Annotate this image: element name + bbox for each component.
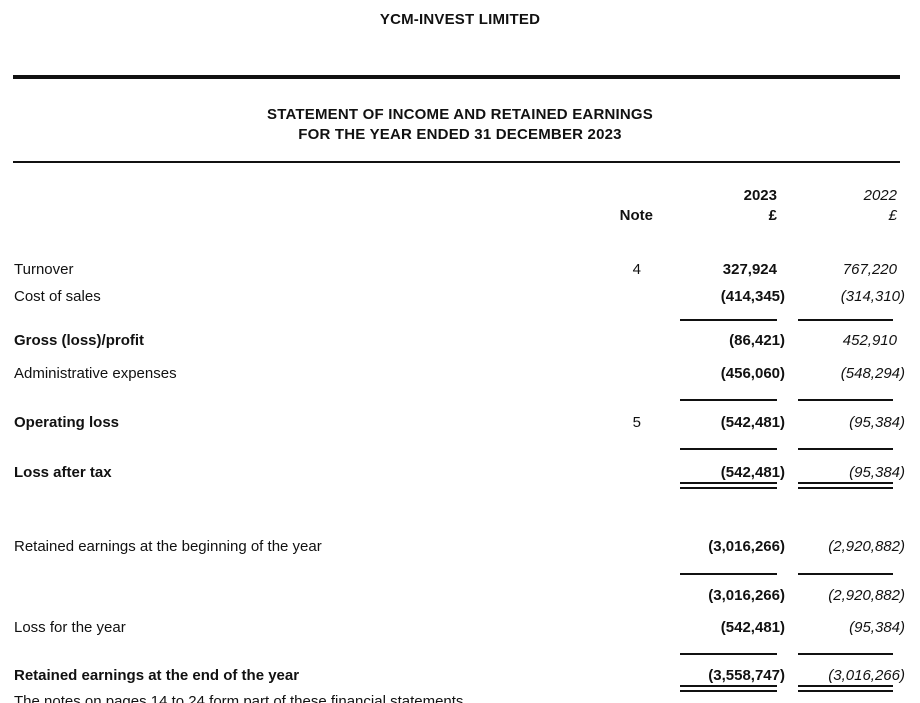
column-underline-2022 <box>798 653 893 655</box>
column-header-years-row: 2023 2022 <box>0 187 920 205</box>
subtotal-rule <box>0 573 920 575</box>
double-underline-2022 <box>798 482 893 489</box>
row-cost-of-sales: Cost of sales (414,345) (314,310) <box>0 288 920 306</box>
row-label: Cost of sales <box>14 288 101 305</box>
amount-2023: (3,016,266) <box>708 587 785 604</box>
row-loss-after-tax: Loss after tax (542,481) (95,384) <box>0 464 920 482</box>
amount-2023: (3,558,747) <box>708 667 785 684</box>
double-underline-2023 <box>680 482 777 489</box>
row-administrative-expenses: Administrative expenses (456,060) (548,2… <box>0 365 920 383</box>
column-header-labels-row: Note £ £ <box>0 207 920 225</box>
divider-thin <box>13 161 900 163</box>
amount-2023: (542,481) <box>720 414 785 431</box>
row-retained-earnings-end: Retained earnings at the end of the year… <box>0 667 920 685</box>
row-label: Loss for the year <box>14 619 126 636</box>
statement-title-line2: FOR THE YEAR ENDED 31 DECEMBER 2023 <box>298 126 622 143</box>
amount-2022: (2,920,882) <box>828 538 905 555</box>
column-underline-2023 <box>680 448 777 450</box>
note-ref: 5 <box>632 414 641 431</box>
row-operating-loss: Operating loss 5 (542,481) (95,384) <box>0 414 920 432</box>
column-underline-2022 <box>798 399 893 401</box>
divider-thick <box>13 75 900 79</box>
row-label: Loss after tax <box>14 464 112 481</box>
column-underline-2023 <box>680 653 777 655</box>
footnote: The notes on pages 14 to 24 form part of… <box>14 693 468 703</box>
total-double-rule <box>0 685 920 692</box>
row-label: Retained earnings at the beginning of th… <box>14 538 322 555</box>
amount-2023: (542,481) <box>720 619 785 636</box>
amount-2022: (3,016,266) <box>828 667 905 684</box>
currency-symbol-2022: £ <box>888 207 897 224</box>
row-retained-earnings-beginning: Retained earnings at the beginning of th… <box>0 538 920 556</box>
currency-symbol-2023: £ <box>768 207 777 224</box>
row-label: Gross (loss)/profit <box>14 332 145 349</box>
column-underline-2022 <box>798 573 893 575</box>
row-turnover: Turnover 4 327,924 767,220 <box>0 261 920 279</box>
column-underline-2022 <box>798 319 893 321</box>
column-underline-2023 <box>680 573 777 575</box>
subtotal-rule <box>0 448 920 450</box>
row-label: Turnover <box>14 261 74 278</box>
total-double-rule <box>0 482 920 489</box>
amount-2022: (314,310) <box>840 288 905 305</box>
amount-2022: 767,220 <box>842 261 897 278</box>
double-underline-2023 <box>680 685 777 692</box>
subtotal-rule <box>0 653 920 655</box>
column-header-2022: 2022 <box>863 187 897 204</box>
column-header-2023: 2023 <box>743 187 777 204</box>
statement-title-line1: STATEMENT OF INCOME AND RETAINED EARNING… <box>267 106 653 123</box>
amount-2022: (95,384) <box>849 414 905 431</box>
column-header-note: Note <box>619 207 653 224</box>
column-underline-2023 <box>680 319 777 321</box>
amount-2022: (548,294) <box>840 365 905 382</box>
double-underline-2022 <box>798 685 893 692</box>
subtotal-rule <box>0 319 920 321</box>
amount-2022: 452,910 <box>842 332 897 349</box>
amount-2023: (3,016,266) <box>708 538 785 555</box>
column-underline-2023 <box>680 399 777 401</box>
row-gross-loss-profit: Gross (loss)/profit (86,421) 452,910 <box>0 332 920 350</box>
amount-2023: (456,060) <box>720 365 785 382</box>
company-name: YCM-INVEST LIMITED <box>379 11 541 28</box>
row-loss-for-the-year: Loss for the year (542,481) (95,384) <box>0 619 920 637</box>
amount-2023: (414,345) <box>720 288 785 305</box>
column-underline-2022 <box>798 448 893 450</box>
amount-2022: (95,384) <box>849 464 905 481</box>
amount-2022: (95,384) <box>849 619 905 636</box>
row-label: Retained earnings at the end of the year <box>14 667 300 684</box>
row-label: Operating loss <box>14 414 120 431</box>
row-retained-earnings-subtotal: (3,016,266) (2,920,882) <box>0 587 920 605</box>
amount-2023: 327,924 <box>722 261 777 278</box>
amount-2023: (86,421) <box>729 332 785 349</box>
subtotal-rule <box>0 399 920 401</box>
amount-2022: (2,920,882) <box>828 587 905 604</box>
row-label: Administrative expenses <box>14 365 177 382</box>
amount-2023: (542,481) <box>720 464 785 481</box>
statement-title: STATEMENT OF INCOME AND RETAINED EARNING… <box>0 105 920 145</box>
note-ref: 4 <box>632 261 641 278</box>
